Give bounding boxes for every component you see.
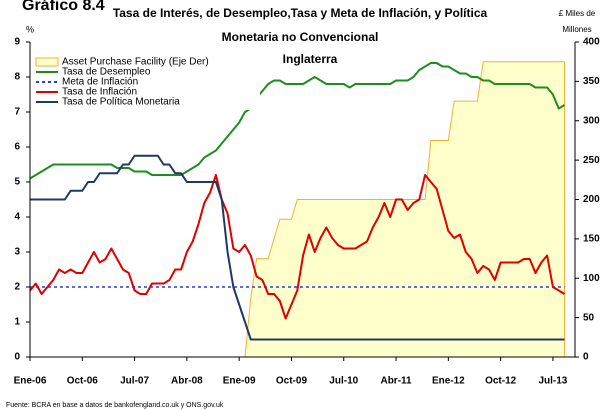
y2-tick-label: 400 [583,37,600,48]
y2-axis-label: £ Miles de [559,9,596,18]
source: Fuente: BCRA en base a datos de bankofen… [6,402,224,409]
x-tick-label: Oct-12 [485,376,517,387]
x-tick-label: Ene-09 [223,376,256,387]
y2-tick-label: 50 [583,312,595,323]
x-tick-label: Abr-11 [380,376,412,387]
y-tick-label: 5 [14,177,20,188]
x-tick-label: Jul-10 [329,376,358,387]
y2-tick-label: 300 [583,115,600,126]
line [30,154,565,341]
x-tick-label: Ene-06 [14,376,47,387]
heading: Gráfico 8.4 [22,0,105,14]
y-tick-label: 4 [14,212,20,223]
x-tick-label: Jul-07 [120,376,149,387]
legend-label: Asset Purchase Facility (Eje Der) [62,57,209,68]
y2-tick-label: 200 [583,194,600,205]
line [29,174,566,320]
y-tick-label: 2 [14,282,20,293]
y2-tick-label: 350 [583,76,600,87]
x-tick-label: Jul-13 [538,376,567,387]
y2-axis-label: Millones [562,25,591,34]
y2-tick-label: 150 [583,234,600,245]
legend-label: Meta de Inflación [62,77,138,88]
legend-label: Tasa de Desempleo [62,67,151,78]
y2-tick-label: 0 [583,352,589,363]
chart-title: Tasa de Interés, de Desempleo,Tasa y Met… [113,6,488,20]
legend-label: Tasa de Inflación [62,87,137,98]
y-tick-label: 8 [14,72,20,83]
x-tick-label: Ene-12 [432,376,465,387]
y-tick-label: 7 [14,107,20,118]
y-tick-label: 9 [14,37,20,48]
chart-title: Monetaria no Convencional [222,30,379,44]
y-tick-label: 1 [14,317,20,328]
line [29,62,566,180]
x-tick-label: Abr-08 [171,376,203,387]
y-tick-label: 0 [14,352,20,363]
y-tick-label: 3 [14,247,20,258]
y2-tick-label: 250 [583,155,600,166]
x-tick-label: Oct-06 [67,376,99,387]
chart-subtitle: Inglaterra [283,52,338,66]
y-axis-label: % [26,24,34,34]
legend-label: Tasa de Política Monetaria [62,97,180,108]
y-tick-label: 6 [14,142,20,153]
y2-tick-label: 100 [583,273,600,284]
legend-box [34,56,260,110]
legend-swatch [35,57,59,67]
x-tick-label: Oct-09 [276,376,308,387]
